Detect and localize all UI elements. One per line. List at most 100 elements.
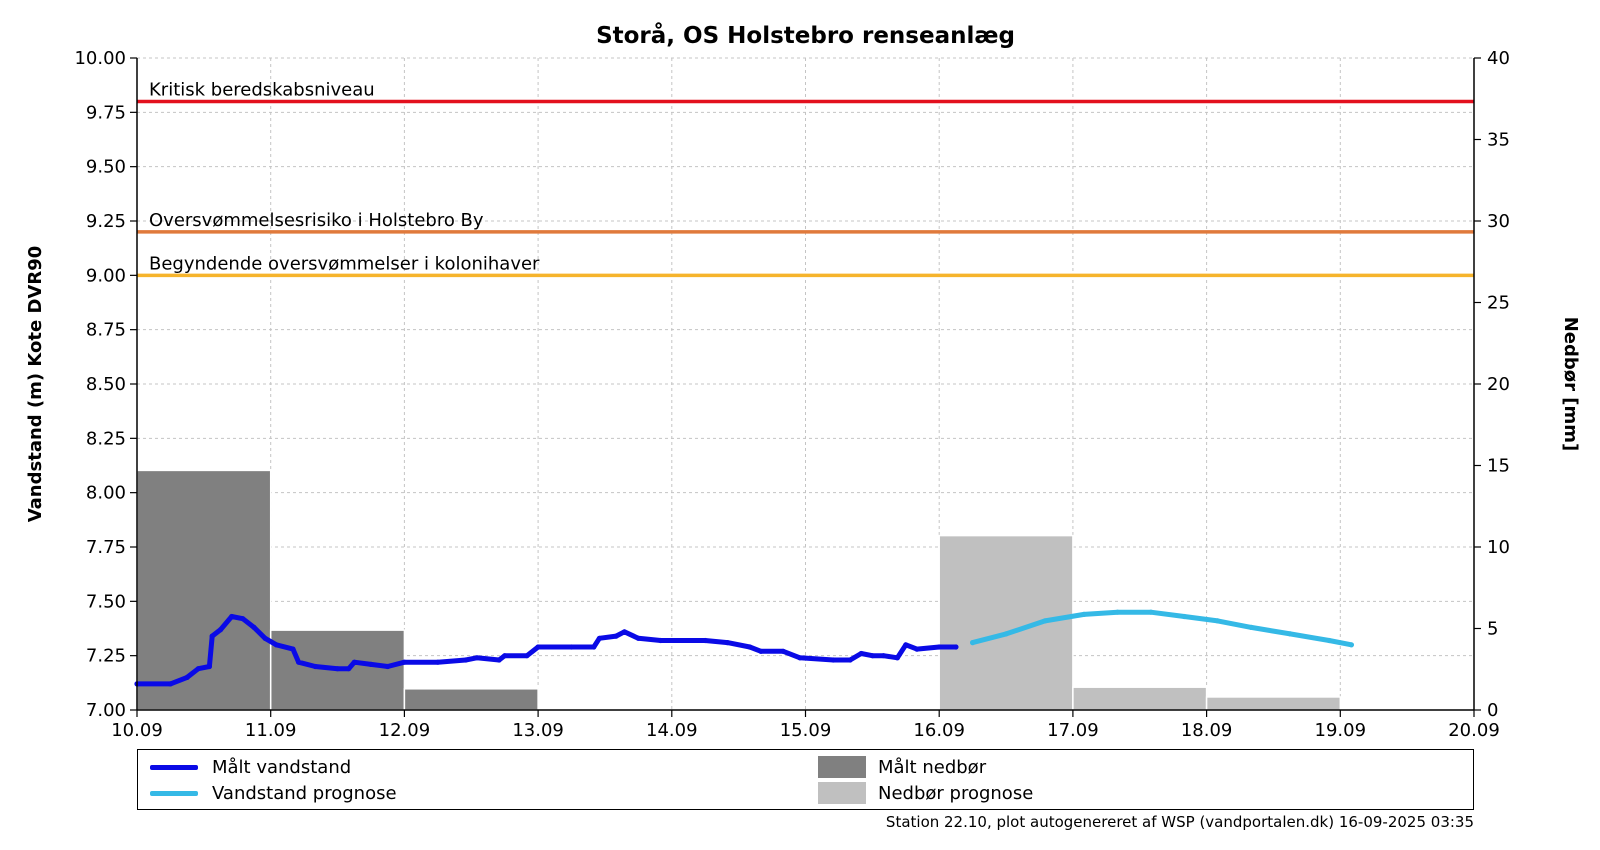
measured-water-level-point [184,674,190,681]
legend-entry-measured-precipitation: Målt nedbør [818,755,986,779]
left-y-tick-label: 7.50 [86,591,126,612]
right-y-tick-label: 5 [1487,619,1498,640]
threshold-label: Begyndende oversvømmelser i kolonihaver [149,253,540,274]
forecast-water-level-point [970,640,976,646]
threshold-layer: Kritisk beredskabsniveau Oversvømmelsesri… [137,79,1474,278]
measured-water-level-point [195,666,201,672]
right-y-tick-label: 40 [1487,48,1510,69]
grid-layer [136,57,1475,711]
measured-water-level-point [658,637,664,644]
water-level-series [134,609,1354,687]
legend-label: Nedbør prognose [878,782,1034,804]
legend-entry-forecast-precipitation: Nedbør prognose [818,781,1033,805]
right-y-tick-label: 0 [1487,700,1498,721]
forecast-water-level-point [1326,637,1332,644]
measured-water-level-point [596,635,603,641]
measured-water-level-point [401,659,407,665]
legend-swatch-forecast-water-level [150,790,198,796]
left-y-tick-label: 7.75 [86,537,126,558]
measured-water-level-point [209,633,215,639]
legend-entry-forecast-water-level: Vandstand prognose [150,781,397,805]
x-tick-label: 20.09 [1448,720,1500,741]
measured-water-level-point [346,666,352,672]
measured-water-level-point [524,653,530,659]
measured-water-level-point [251,624,257,631]
x-tick-label: 10.09 [111,720,163,741]
left-y-tick-label: 8.25 [86,428,126,449]
measured-water-level-point [830,657,837,663]
legend-label: Målt nedbør [878,756,987,778]
right-y-tick-label: 25 [1487,293,1510,314]
measured-water-level-point [724,640,731,646]
measured-water-level-point [435,659,441,665]
forecast-water-level-point [1148,609,1154,615]
forecast-water-level-point [1081,611,1087,618]
measured-water-level-point [463,657,469,663]
measured-water-level-point [847,657,853,663]
right-y-tick-label: 15 [1487,456,1510,477]
legend-label: Vandstand prognose [212,782,397,804]
legend-label: Målt vandstand [212,756,352,778]
forecast-water-level-point [1003,631,1009,637]
legend-swatch-forecast-precipitation [818,782,866,804]
forecast-water-level-point [1042,618,1048,624]
measured-water-level-point [273,642,279,648]
measured-water-level-point [296,659,302,665]
measured-water-level-point [568,644,575,650]
measured-precipitation-bar [403,688,539,711]
measured-water-level-point [613,633,619,639]
x-tick-label: 15.09 [780,720,832,741]
ticks-layer: 10.09 11.09 12.09 13.09 14.09 15.09 16.09 17.09… [74,48,1509,741]
left-y-tick-label: 7.00 [86,700,126,721]
measured-water-level-point [797,655,803,661]
precipitation-bars [136,469,1342,711]
left-y-tick-label: 9.75 [86,102,126,123]
legend-swatch-measured-water-level [150,764,198,770]
right-y-tick-label: 10 [1487,537,1510,558]
measured-water-level-point [702,637,708,644]
threshold-label: Oversvømmelsesrisiko i Holstebro By [149,210,484,231]
measured-water-level-point [206,663,212,670]
measured-water-level-point [747,644,753,650]
forecast-water-level-line [970,609,1354,648]
legend-swatch-measured-precipitation [818,756,866,778]
left-y-tick-label: 9.50 [86,157,126,178]
x-tick-label: 11.09 [245,720,297,741]
right-y-tick-label: 30 [1487,211,1510,232]
legend-entry-measured-water-level: Målt vandstand [150,755,351,779]
measured-water-level-point [218,627,224,633]
legend: Målt vandstand Vandstand prognose Målt n… [137,749,1474,810]
forecast-water-level-point [1181,613,1187,620]
measured-water-level-point [262,635,268,641]
x-tick-label: 18.09 [1181,720,1233,741]
measured-water-level-point [351,659,357,665]
left-y-tick-label: 8.00 [86,483,126,504]
forecast-precipitation-bar [938,534,1074,711]
measured-water-level-point [880,653,887,659]
forecast-precipitation-bar [1205,696,1342,711]
left-y-tick-label: 7.25 [86,646,126,667]
forecast-water-level-point [1348,642,1354,648]
left-y-tick-label: 10.00 [74,48,126,69]
measured-water-level-point [635,635,642,641]
measured-water-level-point [903,642,909,648]
measured-water-level-point [758,648,764,654]
left-y-tick-label: 8.75 [86,320,126,341]
measured-water-level-point [953,644,959,650]
threshold-label: Kritisk beredskabsniveau [149,79,375,100]
x-tick-label: 17.09 [1047,720,1099,741]
measured-water-level-point [385,663,391,670]
measured-water-level-point [914,646,920,652]
left-y-tick-label: 8.50 [86,374,126,395]
measured-water-level-point [869,653,876,659]
measured-water-level-point [936,644,942,650]
forecast-water-level-point [1287,631,1293,637]
footer-note: Station 22.10, plot autogenereret af WSP… [885,813,1474,831]
measured-water-level-point [167,681,173,687]
measured-water-level-point [502,653,508,659]
left-y-tick-label: 9.25 [86,211,126,232]
measured-water-level-point [621,629,628,635]
forecast-water-level-point [1248,624,1254,631]
x-tick-label: 16.09 [913,720,965,741]
